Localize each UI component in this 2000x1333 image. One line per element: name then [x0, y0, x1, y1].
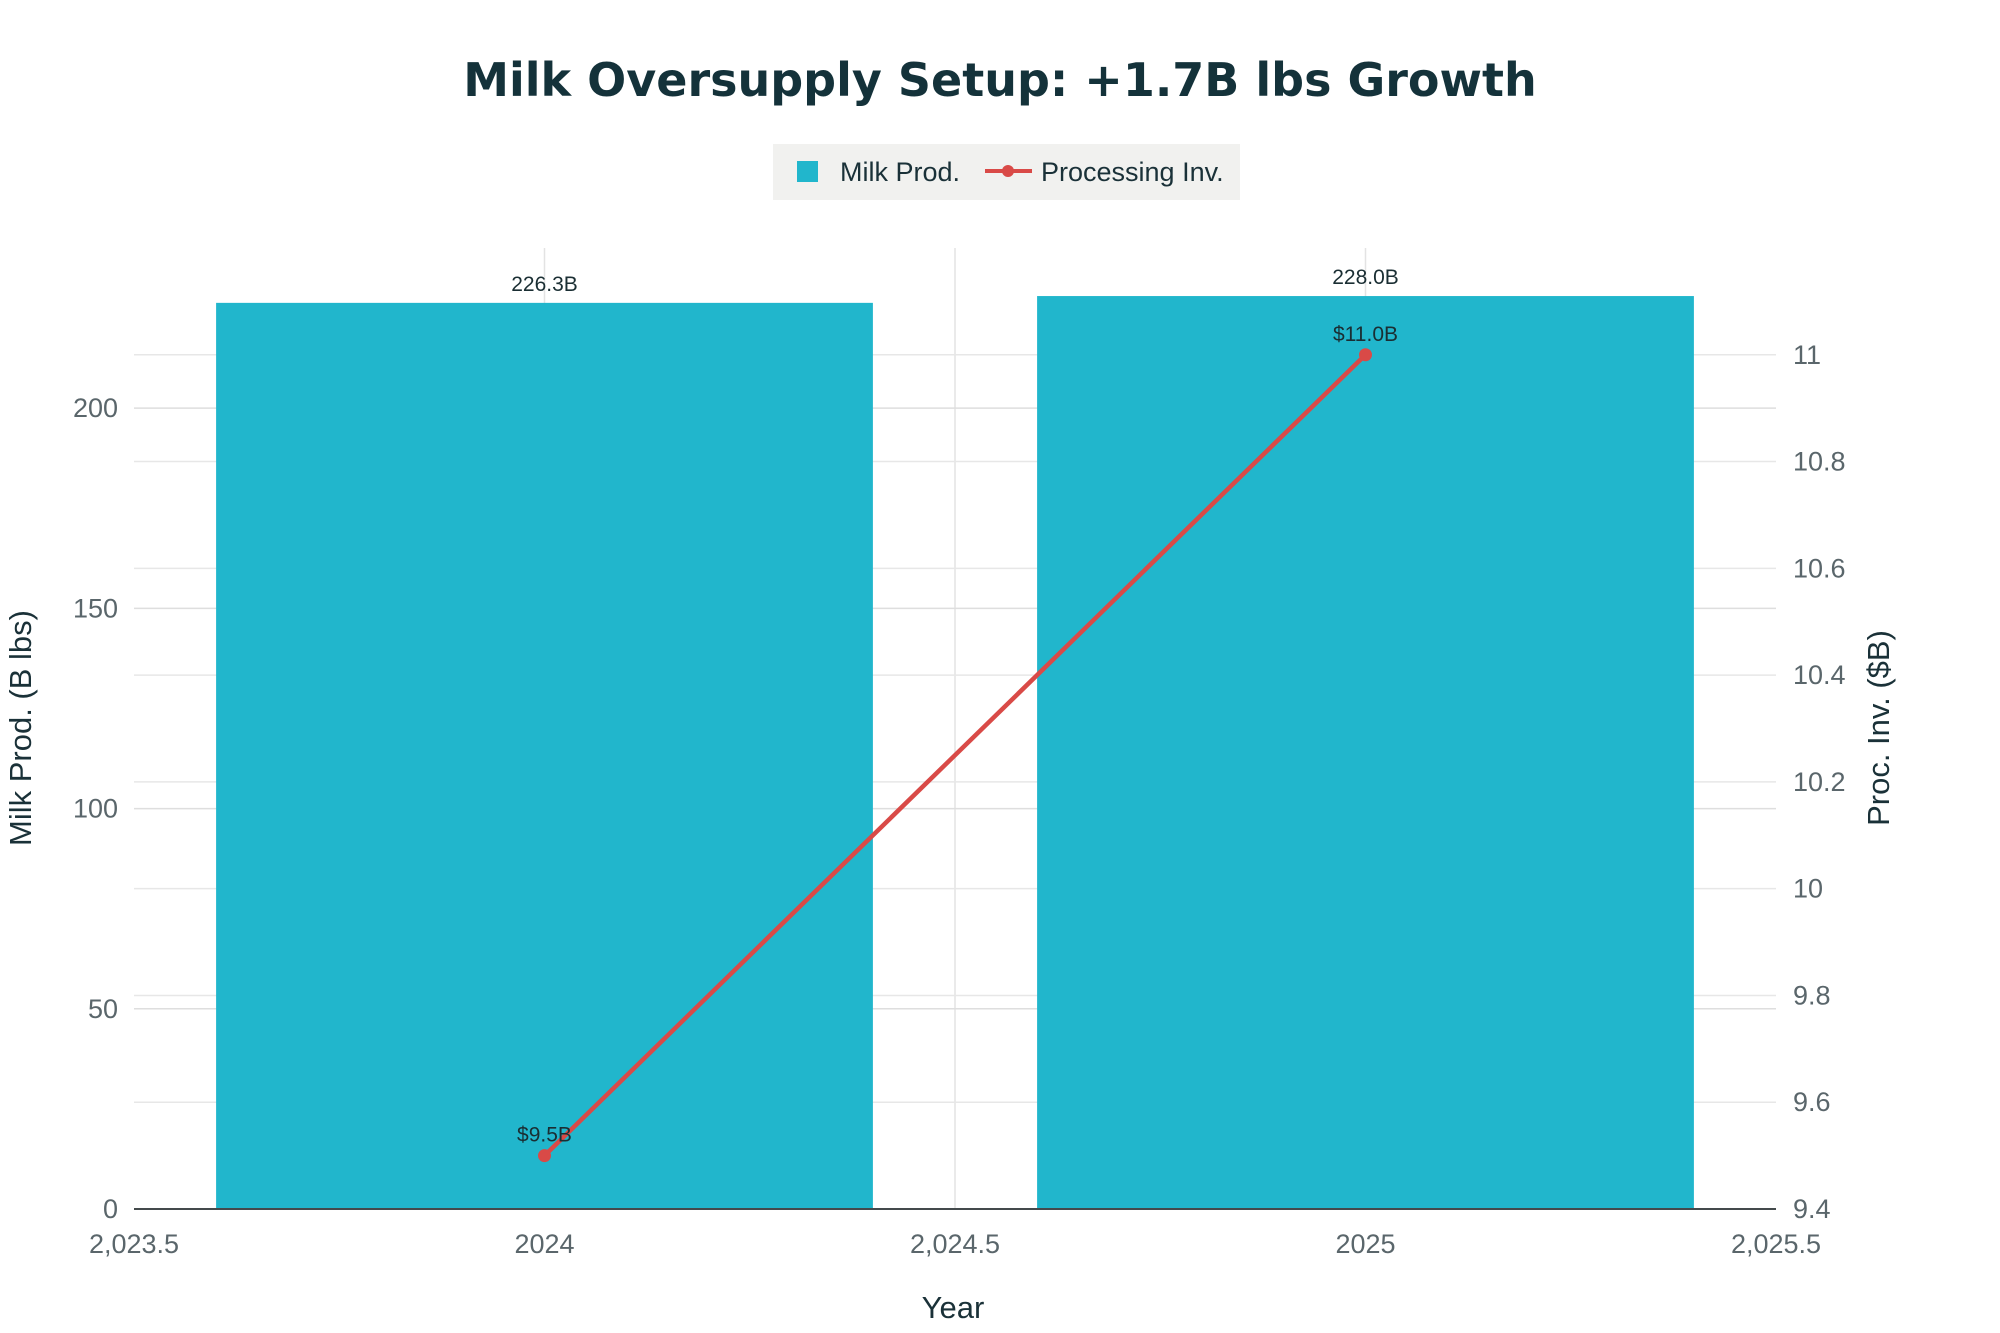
x-tick-label: 2,025.5 [1731, 1229, 1821, 1259]
legend-label-milk-prod[interactable]: Milk Prod. [840, 157, 960, 187]
line-data-label: $9.5B [517, 1124, 572, 1147]
x-tick-label: 2,023.5 [89, 1229, 179, 1259]
y-tick-label: 100 [73, 794, 118, 824]
data-labels: 226.3B 228.0B $9.5B $11.0B [511, 266, 1399, 1147]
y2-tick-label: 9.4 [1793, 1194, 1831, 1224]
y2-tick-label: 10 [1793, 874, 1823, 904]
y2-tick-label: 10.2 [1793, 767, 1846, 797]
legend[interactable]: Milk Prod. Processing Inv. [773, 144, 1240, 200]
legend-label-processing-inv[interactable]: Processing Inv. [1041, 157, 1224, 187]
y-tick-label: 50 [88, 994, 118, 1024]
bar [1037, 296, 1694, 1209]
y2-tick-label: 9.8 [1793, 980, 1831, 1010]
series-line [542, 353, 1368, 1158]
legend-swatch-milk-prod [797, 161, 818, 182]
y-tick-label: 0 [103, 1194, 118, 1224]
y2-axis-title: Proc. Inv. ($B) [1861, 630, 1896, 826]
line-point [538, 1149, 551, 1163]
bar-series [216, 296, 1694, 1210]
chart-title: Milk Oversupply Setup: +1.7B lbs Growth [463, 53, 1537, 107]
y2-tick-label: 10.8 [1793, 447, 1846, 477]
line-data-label: $11.0B [1333, 323, 1398, 346]
bar-data-label: 228.0B [1332, 266, 1399, 289]
y2-tick-label: 9.6 [1793, 1087, 1831, 1117]
axes: 2,023.5 2024 2,024.5 2025 2,025.5 0 50 100 150 20… [73, 340, 1846, 1259]
x-axis-title: Year [922, 1290, 985, 1325]
y2-tick-label: 11 [1793, 340, 1821, 370]
y-tick-label: 200 [73, 393, 118, 423]
bar [216, 302, 873, 1210]
y-axis-title: Milk Prod. (B lbs) [3, 610, 38, 846]
x-tick-label: 2025 [1335, 1229, 1395, 1259]
y-tick-label: 150 [73, 593, 118, 623]
bar-data-label: 226.3B [511, 273, 578, 296]
legend-marker-processing-inv [1002, 165, 1014, 177]
y2-tick-label: 10.6 [1793, 553, 1846, 583]
line-point [1359, 348, 1372, 362]
x-tick-label: 2024 [514, 1229, 574, 1259]
line-series [538, 348, 1372, 1163]
x-tick-label: 2,024.5 [910, 1229, 1000, 1259]
y2-tick-label: 10.4 [1793, 660, 1846, 690]
